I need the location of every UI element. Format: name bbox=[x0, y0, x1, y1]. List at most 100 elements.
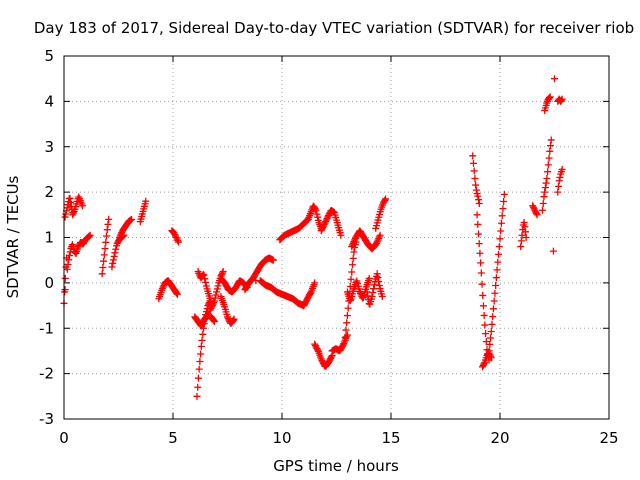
data-point-marker bbox=[322, 216, 330, 224]
data-point-marker bbox=[174, 238, 182, 246]
data-point-marker bbox=[554, 188, 562, 196]
data-point-marker bbox=[544, 161, 552, 169]
data-point-marker bbox=[158, 285, 166, 293]
data-point-marker bbox=[100, 251, 108, 259]
data-point-marker bbox=[117, 230, 125, 238]
data-point-marker bbox=[500, 190, 508, 198]
data-point-marker bbox=[493, 266, 501, 274]
data-point-marker bbox=[219, 268, 227, 276]
data-point-marker bbox=[343, 312, 351, 320]
y-tick-label: 2 bbox=[44, 183, 54, 201]
x-tick-labels: 0 5 10 15 20 25 bbox=[59, 429, 618, 447]
y-tick-label: 4 bbox=[44, 92, 54, 110]
data-point-marker bbox=[494, 258, 502, 266]
data-point-marker bbox=[213, 288, 221, 296]
data-point-marker bbox=[211, 294, 219, 302]
data-point-marker bbox=[544, 168, 552, 176]
data-point-marker bbox=[173, 235, 181, 243]
data-point-marker bbox=[317, 227, 325, 235]
data-point-marker bbox=[74, 243, 82, 251]
data-point-marker bbox=[485, 347, 493, 355]
data-point-marker bbox=[480, 360, 488, 368]
data-point-marker bbox=[352, 278, 360, 286]
data-point-marker bbox=[522, 234, 530, 241]
data-point-marker bbox=[533, 211, 541, 219]
data-point-marker bbox=[541, 188, 549, 196]
x-tick-label: 5 bbox=[168, 429, 178, 447]
data-point-marker bbox=[375, 234, 383, 242]
data-point-marker bbox=[498, 212, 506, 220]
data-point-marker bbox=[558, 165, 566, 173]
data-point-marker bbox=[477, 269, 485, 277]
data-point-marker bbox=[547, 136, 555, 144]
data-point-marker bbox=[322, 218, 330, 226]
data-point-marker bbox=[520, 218, 528, 226]
data-point-marker bbox=[159, 283, 167, 291]
data-point-marker bbox=[210, 299, 218, 307]
data-point-marker bbox=[174, 237, 182, 245]
data-point-marker bbox=[314, 346, 322, 354]
data-point-marker bbox=[545, 154, 553, 162]
data-point-marker bbox=[482, 330, 490, 338]
data-point-marker bbox=[201, 275, 209, 283]
data-point-marker bbox=[210, 316, 218, 324]
data-point-marker bbox=[521, 228, 529, 236]
data-point-marker bbox=[487, 352, 495, 360]
data-point-marker bbox=[111, 249, 119, 257]
data-point-marker bbox=[517, 237, 525, 245]
data-point-marker bbox=[311, 279, 319, 287]
data-point-marker bbox=[487, 354, 495, 362]
data-point-marker bbox=[116, 232, 124, 240]
data-point-marker bbox=[479, 302, 487, 310]
data-point-marker bbox=[491, 289, 499, 297]
data-point-marker bbox=[170, 229, 178, 237]
data-point-marker bbox=[382, 195, 390, 203]
data-point-marker bbox=[517, 243, 525, 251]
chart-title: Day 183 of 2017, Sidereal Day-to-day VTE… bbox=[34, 19, 634, 37]
data-point-marker bbox=[356, 289, 364, 297]
data-point-marker bbox=[63, 204, 71, 212]
data-point-marker bbox=[109, 259, 117, 267]
data-point-marker bbox=[207, 305, 215, 313]
data-point-marker bbox=[98, 270, 106, 278]
data-point-marker bbox=[210, 317, 218, 325]
data-point-marker bbox=[531, 206, 539, 214]
data-point-marker bbox=[62, 210, 70, 218]
data-point-marker bbox=[469, 152, 477, 160]
data-point-marker bbox=[324, 213, 332, 221]
data-point-marker bbox=[311, 205, 319, 213]
data-point-marker bbox=[373, 270, 381, 278]
data-point-marker bbox=[100, 257, 108, 265]
data-point-marker bbox=[79, 202, 87, 210]
data-point-marker bbox=[347, 275, 355, 283]
data-point-marker bbox=[479, 291, 487, 299]
data-point-marker bbox=[319, 224, 327, 232]
data-point-marker bbox=[65, 256, 73, 264]
data-point-marker bbox=[487, 334, 495, 342]
data-point-marker bbox=[173, 290, 181, 298]
data-point-marker bbox=[312, 207, 320, 215]
data-point-marker bbox=[349, 254, 357, 262]
data-point-marker bbox=[479, 361, 487, 369]
data-point-marker bbox=[529, 202, 537, 210]
data-point-marker bbox=[477, 259, 485, 267]
data-point-marker bbox=[374, 274, 382, 282]
data-point-marker bbox=[325, 212, 333, 220]
data-point-marker bbox=[530, 205, 538, 213]
data-point-marker bbox=[474, 220, 482, 228]
data-point-marker bbox=[208, 303, 216, 311]
data-point-marker bbox=[375, 281, 383, 289]
data-point-marker bbox=[343, 319, 351, 327]
data-point-marker bbox=[492, 281, 500, 289]
data-point-marker bbox=[318, 225, 326, 233]
data-point-marker bbox=[198, 320, 206, 328]
data-point-marker bbox=[104, 220, 112, 228]
x-tick-label: 15 bbox=[381, 429, 400, 447]
data-point-marker bbox=[492, 274, 500, 282]
x-tick-label: 0 bbox=[59, 429, 69, 447]
data-point-marker bbox=[488, 320, 496, 328]
data-point-marker bbox=[475, 199, 483, 207]
data-point-marker bbox=[212, 291, 220, 299]
data-point-marker bbox=[323, 215, 331, 223]
data-point-marker bbox=[374, 236, 382, 244]
